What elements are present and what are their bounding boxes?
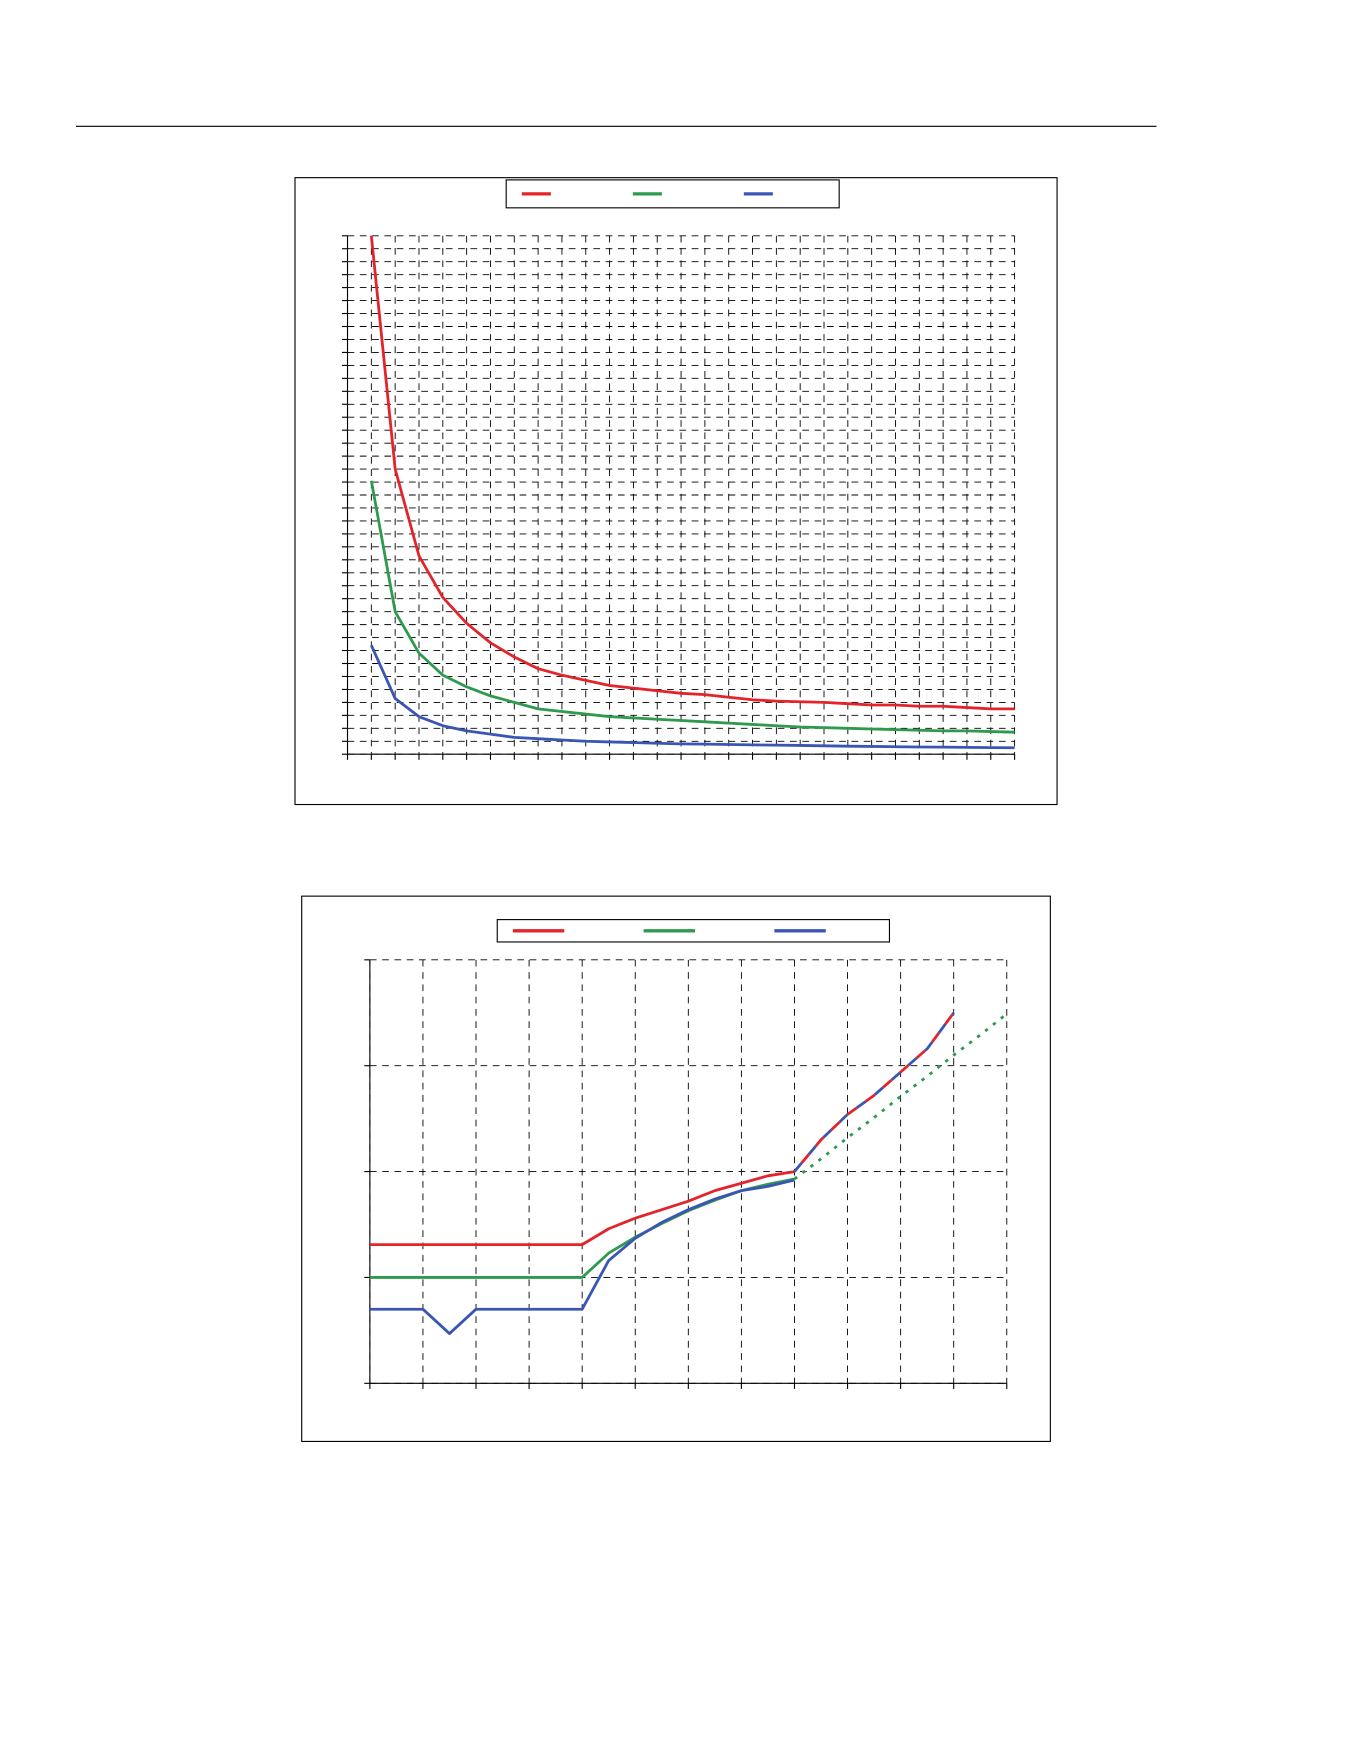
series-line — [370, 644, 1015, 750]
series-line — [793, 1012, 1008, 1181]
chart-frame — [301, 895, 1051, 1442]
series-line — [793, 1011, 955, 1173]
series-line — [369, 235, 1015, 711]
legend — [505, 179, 840, 209]
series-line — [793, 1011, 955, 1173]
series-line — [369, 480, 1015, 734]
chart-frame — [294, 177, 1058, 806]
series-line — [369, 1178, 795, 1335]
series-line — [369, 1170, 795, 1247]
